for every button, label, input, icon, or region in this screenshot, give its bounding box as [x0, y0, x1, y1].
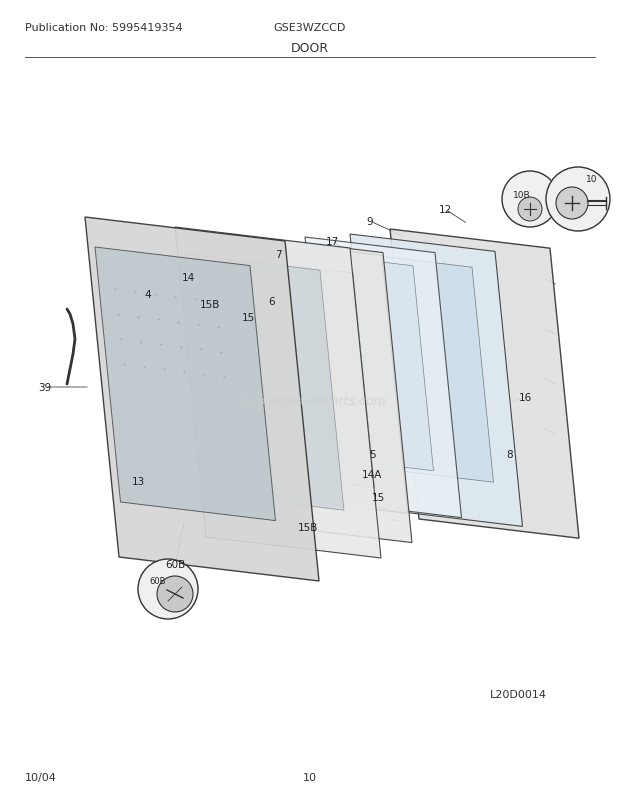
Circle shape: [502, 172, 558, 228]
Polygon shape: [362, 255, 494, 483]
Text: GSE3WZCCD: GSE3WZCCD: [274, 23, 346, 33]
Text: 10: 10: [587, 176, 598, 184]
Text: 8: 8: [507, 449, 513, 460]
Text: 15B: 15B: [200, 300, 220, 310]
Text: DOOR: DOOR: [291, 42, 329, 55]
Polygon shape: [185, 255, 344, 511]
Text: 4: 4: [144, 290, 151, 300]
Text: 60B: 60B: [165, 559, 185, 569]
Polygon shape: [95, 248, 275, 521]
Text: 16: 16: [518, 392, 531, 403]
Text: 10: 10: [303, 772, 317, 782]
Text: 14A: 14A: [362, 469, 382, 480]
Text: 10/04: 10/04: [25, 772, 57, 782]
Text: 15B: 15B: [298, 522, 318, 533]
Text: 60B: 60B: [150, 577, 166, 585]
Text: 14: 14: [182, 273, 195, 282]
Text: Publication No: 5995419354: Publication No: 5995419354: [25, 23, 183, 33]
Polygon shape: [305, 237, 461, 518]
Polygon shape: [350, 235, 523, 527]
Text: 5: 5: [369, 449, 375, 460]
Polygon shape: [315, 255, 433, 471]
Circle shape: [556, 188, 588, 220]
Circle shape: [546, 168, 610, 232]
Text: eReplacementParts.com: eReplacementParts.com: [234, 395, 386, 408]
Text: 7: 7: [275, 249, 281, 260]
Text: 15: 15: [241, 313, 255, 322]
Text: 39: 39: [38, 383, 51, 392]
Text: 12: 12: [438, 205, 451, 215]
Circle shape: [157, 577, 193, 612]
Text: 17: 17: [326, 237, 339, 247]
Circle shape: [518, 198, 542, 221]
Polygon shape: [390, 229, 579, 538]
Polygon shape: [228, 235, 412, 543]
Polygon shape: [85, 217, 319, 581]
Text: 9: 9: [366, 217, 373, 227]
Text: 15: 15: [371, 492, 384, 502]
Polygon shape: [238, 260, 374, 488]
Text: 6: 6: [268, 297, 275, 306]
Text: 13: 13: [131, 476, 144, 486]
Text: 10B: 10B: [513, 191, 531, 200]
Polygon shape: [175, 228, 381, 558]
Circle shape: [138, 559, 198, 619]
Text: L20D0014: L20D0014: [490, 689, 547, 699]
Polygon shape: [262, 241, 408, 514]
